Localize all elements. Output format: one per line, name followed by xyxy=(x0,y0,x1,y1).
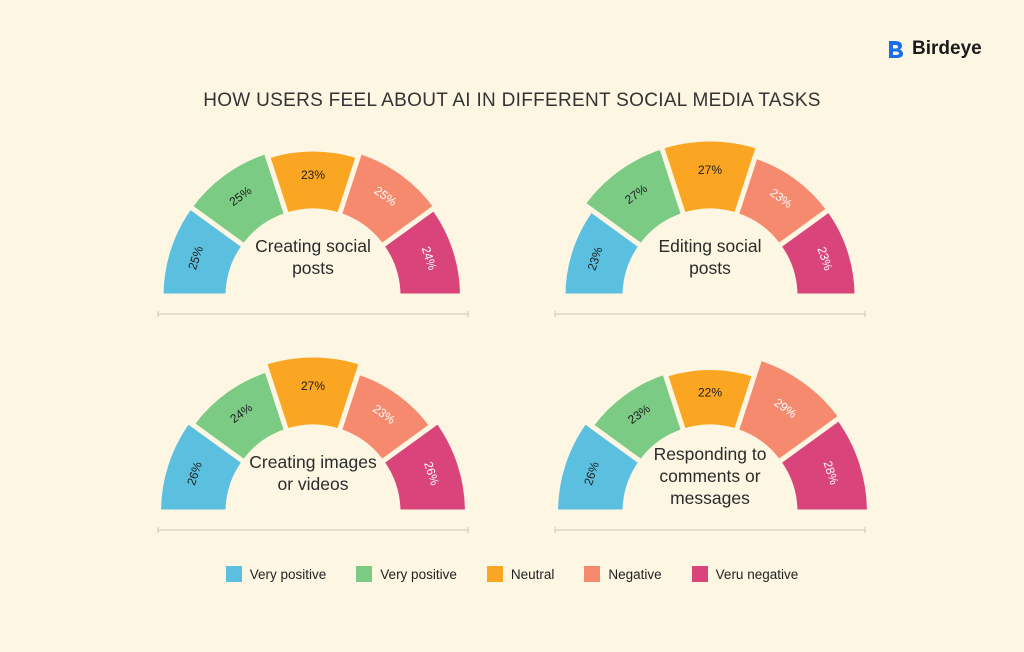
legend-label: Negative xyxy=(608,566,662,582)
slice-value-label: 27% xyxy=(301,379,325,393)
gauge-slice xyxy=(776,415,872,515)
gauge-center-label: messages xyxy=(670,488,750,508)
legend-swatch xyxy=(691,566,708,582)
gauge-center-label: posts xyxy=(292,258,334,278)
legend-item: Very positive xyxy=(225,566,327,582)
legend-label: Neutral xyxy=(510,566,555,582)
legend-item: Neutral xyxy=(486,566,555,582)
gauge-slice xyxy=(261,352,365,434)
legend-swatch xyxy=(225,566,242,582)
gauge-center-label: Responding to xyxy=(654,444,767,464)
legend-swatch xyxy=(356,566,373,582)
brand-logo: Birdeye xyxy=(886,38,982,60)
gauge-center-label: Editing social xyxy=(658,236,761,256)
gauge-center-label: posts xyxy=(689,258,731,278)
slice-value-label: 23% xyxy=(301,168,325,182)
slice-value-label: 22% xyxy=(698,385,722,399)
gauge-center-label: or videos xyxy=(277,474,348,494)
chart-title: HOW USERS FEEL ABOUT AI IN DIFFERENT SOC… xyxy=(203,90,821,111)
brand-name: Birdeye xyxy=(912,38,982,59)
legend-swatch xyxy=(486,566,503,582)
gauge-slice xyxy=(156,418,247,515)
slice-value-label: 27% xyxy=(698,163,722,177)
legend-swatch xyxy=(584,566,601,582)
gauge-slice xyxy=(776,207,860,299)
gauge-slice xyxy=(553,418,644,515)
birdeye-logo-icon xyxy=(889,41,903,58)
legend-label: Very positive xyxy=(380,566,457,582)
gauge-slice xyxy=(379,205,466,299)
gauge-center-label: Creating social xyxy=(255,236,371,256)
gauge-slice xyxy=(658,136,762,218)
legend-item: Very positive xyxy=(356,566,457,582)
gauge-slice xyxy=(379,418,470,515)
legend-item: Veru negative xyxy=(691,566,799,582)
gauge-center-label: comments or xyxy=(659,466,760,486)
gauge-slice xyxy=(187,148,290,249)
gauge-center-label: Creating images xyxy=(249,452,377,472)
legend-item: Negative xyxy=(584,566,662,582)
legend-label: Very positive xyxy=(249,566,327,582)
legend-label: Veru negative xyxy=(715,566,799,582)
legend: Very positive Very positive Neutral Negativ… xyxy=(0,566,1024,582)
